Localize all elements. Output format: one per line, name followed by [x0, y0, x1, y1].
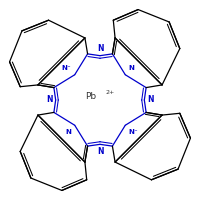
Text: Pb: Pb — [85, 92, 96, 101]
Text: N: N — [97, 44, 103, 53]
Text: N: N — [147, 95, 153, 104]
Text: N: N — [47, 95, 53, 104]
Text: N: N — [97, 147, 103, 156]
Text: N: N — [65, 129, 71, 135]
Text: N: N — [129, 65, 135, 71]
Text: 2+: 2+ — [105, 90, 115, 95]
Text: N⁻: N⁻ — [129, 129, 138, 135]
Text: N⁻: N⁻ — [62, 65, 71, 71]
